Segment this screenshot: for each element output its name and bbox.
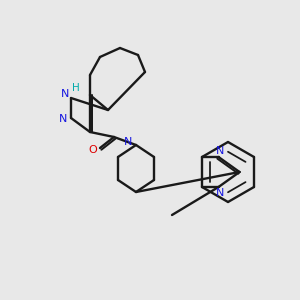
Text: H: H [72,83,80,93]
Text: N: N [216,188,225,198]
Text: N: N [216,146,225,156]
Text: N: N [59,114,67,124]
Text: N: N [124,137,132,147]
Text: O: O [88,145,98,155]
Text: N: N [61,89,69,99]
